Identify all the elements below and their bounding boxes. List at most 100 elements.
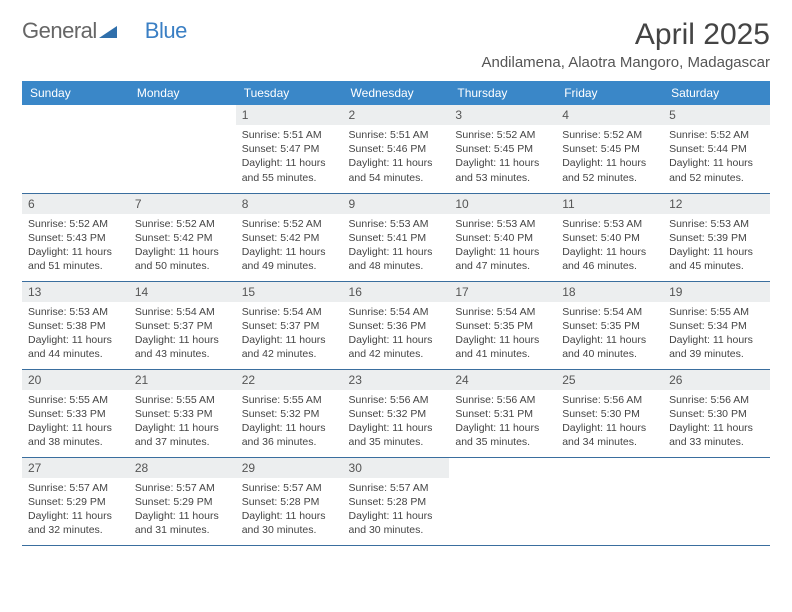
day-number: 11 <box>556 194 663 214</box>
day-number: 26 <box>663 370 770 390</box>
weekday-header: Monday <box>129 81 236 105</box>
day-number: 24 <box>449 370 556 390</box>
day-details: Sunrise: 5:54 AMSunset: 5:35 PMDaylight:… <box>449 302 556 366</box>
day-number: 3 <box>449 105 556 125</box>
day-details: Sunrise: 5:52 AMSunset: 5:44 PMDaylight:… <box>663 125 770 189</box>
day-details: Sunrise: 5:53 AMSunset: 5:40 PMDaylight:… <box>449 214 556 278</box>
day-number: 10 <box>449 194 556 214</box>
day-details: Sunrise: 5:57 AMSunset: 5:29 PMDaylight:… <box>22 478 129 542</box>
day-number: 6 <box>22 194 129 214</box>
day-details: Sunrise: 5:57 AMSunset: 5:29 PMDaylight:… <box>129 478 236 542</box>
calendar-cell: 17Sunrise: 5:54 AMSunset: 5:35 PMDayligh… <box>449 281 556 369</box>
day-number: 15 <box>236 282 343 302</box>
day-details: Sunrise: 5:57 AMSunset: 5:28 PMDaylight:… <box>343 478 450 542</box>
day-number: 19 <box>663 282 770 302</box>
day-number: 5 <box>663 105 770 125</box>
weekday-header: Friday <box>556 81 663 105</box>
calendar-cell: 27Sunrise: 5:57 AMSunset: 5:29 PMDayligh… <box>22 457 129 545</box>
calendar-cell: 4Sunrise: 5:52 AMSunset: 5:45 PMDaylight… <box>556 105 663 193</box>
day-details: Sunrise: 5:53 AMSunset: 5:40 PMDaylight:… <box>556 214 663 278</box>
calendar-cell: 13Sunrise: 5:53 AMSunset: 5:38 PMDayligh… <box>22 281 129 369</box>
calendar-cell <box>449 457 556 545</box>
day-number: 21 <box>129 370 236 390</box>
location-subtitle: Andilamena, Alaotra Mangoro, Madagascar <box>481 54 770 71</box>
day-details: Sunrise: 5:56 AMSunset: 5:30 PMDaylight:… <box>556 390 663 454</box>
day-details: Sunrise: 5:55 AMSunset: 5:34 PMDaylight:… <box>663 302 770 366</box>
day-number: 13 <box>22 282 129 302</box>
calendar-cell <box>663 457 770 545</box>
calendar-cell <box>556 457 663 545</box>
day-number: 8 <box>236 194 343 214</box>
logo: General Blue <box>22 18 187 44</box>
day-details: Sunrise: 5:56 AMSunset: 5:32 PMDaylight:… <box>343 390 450 454</box>
day-number: 14 <box>129 282 236 302</box>
day-number: 25 <box>556 370 663 390</box>
day-number: 1 <box>236 105 343 125</box>
day-details: Sunrise: 5:54 AMSunset: 5:35 PMDaylight:… <box>556 302 663 366</box>
day-details: Sunrise: 5:52 AMSunset: 5:42 PMDaylight:… <box>236 214 343 278</box>
weekday-header: Saturday <box>663 81 770 105</box>
month-title: April 2025 <box>481 18 770 52</box>
calendar-cell: 10Sunrise: 5:53 AMSunset: 5:40 PMDayligh… <box>449 193 556 281</box>
day-details: Sunrise: 5:52 AMSunset: 5:45 PMDaylight:… <box>449 125 556 189</box>
day-number: 29 <box>236 458 343 478</box>
calendar-cell: 11Sunrise: 5:53 AMSunset: 5:40 PMDayligh… <box>556 193 663 281</box>
calendar-cell: 29Sunrise: 5:57 AMSunset: 5:28 PMDayligh… <box>236 457 343 545</box>
day-number: 22 <box>236 370 343 390</box>
calendar-cell: 6Sunrise: 5:52 AMSunset: 5:43 PMDaylight… <box>22 193 129 281</box>
calendar-cell: 8Sunrise: 5:52 AMSunset: 5:42 PMDaylight… <box>236 193 343 281</box>
day-details: Sunrise: 5:52 AMSunset: 5:42 PMDaylight:… <box>129 214 236 278</box>
calendar-cell: 19Sunrise: 5:55 AMSunset: 5:34 PMDayligh… <box>663 281 770 369</box>
day-details: Sunrise: 5:54 AMSunset: 5:37 PMDaylight:… <box>129 302 236 366</box>
calendar-cell: 30Sunrise: 5:57 AMSunset: 5:28 PMDayligh… <box>343 457 450 545</box>
calendar-cell: 25Sunrise: 5:56 AMSunset: 5:30 PMDayligh… <box>556 369 663 457</box>
calendar-cell: 21Sunrise: 5:55 AMSunset: 5:33 PMDayligh… <box>129 369 236 457</box>
day-details: Sunrise: 5:53 AMSunset: 5:38 PMDaylight:… <box>22 302 129 366</box>
day-number: 27 <box>22 458 129 478</box>
calendar-cell: 1Sunrise: 5:51 AMSunset: 5:47 PMDaylight… <box>236 105 343 193</box>
logo-text-1: General <box>22 18 97 44</box>
day-details: Sunrise: 5:53 AMSunset: 5:41 PMDaylight:… <box>343 214 450 278</box>
day-number: 28 <box>129 458 236 478</box>
calendar-cell: 24Sunrise: 5:56 AMSunset: 5:31 PMDayligh… <box>449 369 556 457</box>
weekday-header: Thursday <box>449 81 556 105</box>
calendar-cell: 18Sunrise: 5:54 AMSunset: 5:35 PMDayligh… <box>556 281 663 369</box>
weekday-header: Wednesday <box>343 81 450 105</box>
day-details: Sunrise: 5:55 AMSunset: 5:32 PMDaylight:… <box>236 390 343 454</box>
calendar-cell: 9Sunrise: 5:53 AMSunset: 5:41 PMDaylight… <box>343 193 450 281</box>
day-number: 20 <box>22 370 129 390</box>
calendar-cell: 12Sunrise: 5:53 AMSunset: 5:39 PMDayligh… <box>663 193 770 281</box>
day-details: Sunrise: 5:53 AMSunset: 5:39 PMDaylight:… <box>663 214 770 278</box>
day-number: 4 <box>556 105 663 125</box>
calendar-cell <box>22 105 129 193</box>
day-number: 23 <box>343 370 450 390</box>
day-details: Sunrise: 5:52 AMSunset: 5:43 PMDaylight:… <box>22 214 129 278</box>
day-number: 7 <box>129 194 236 214</box>
calendar-cell: 14Sunrise: 5:54 AMSunset: 5:37 PMDayligh… <box>129 281 236 369</box>
day-details: Sunrise: 5:51 AMSunset: 5:47 PMDaylight:… <box>236 125 343 189</box>
day-details: Sunrise: 5:56 AMSunset: 5:31 PMDaylight:… <box>449 390 556 454</box>
calendar-cell: 3Sunrise: 5:52 AMSunset: 5:45 PMDaylight… <box>449 105 556 193</box>
calendar-table: SundayMondayTuesdayWednesdayThursdayFrid… <box>22 81 770 546</box>
day-details: Sunrise: 5:51 AMSunset: 5:46 PMDaylight:… <box>343 125 450 189</box>
day-details: Sunrise: 5:57 AMSunset: 5:28 PMDaylight:… <box>236 478 343 542</box>
day-number: 30 <box>343 458 450 478</box>
day-details: Sunrise: 5:54 AMSunset: 5:37 PMDaylight:… <box>236 302 343 366</box>
day-details: Sunrise: 5:56 AMSunset: 5:30 PMDaylight:… <box>663 390 770 454</box>
calendar-cell: 2Sunrise: 5:51 AMSunset: 5:46 PMDaylight… <box>343 105 450 193</box>
day-number: 16 <box>343 282 450 302</box>
calendar-cell: 16Sunrise: 5:54 AMSunset: 5:36 PMDayligh… <box>343 281 450 369</box>
calendar-cell: 15Sunrise: 5:54 AMSunset: 5:37 PMDayligh… <box>236 281 343 369</box>
day-details: Sunrise: 5:54 AMSunset: 5:36 PMDaylight:… <box>343 302 450 366</box>
logo-text-2: Blue <box>145 18 187 44</box>
day-details: Sunrise: 5:52 AMSunset: 5:45 PMDaylight:… <box>556 125 663 189</box>
calendar-cell: 7Sunrise: 5:52 AMSunset: 5:42 PMDaylight… <box>129 193 236 281</box>
calendar-cell: 5Sunrise: 5:52 AMSunset: 5:44 PMDaylight… <box>663 105 770 193</box>
weekday-header: Tuesday <box>236 81 343 105</box>
day-details: Sunrise: 5:55 AMSunset: 5:33 PMDaylight:… <box>129 390 236 454</box>
calendar-cell: 20Sunrise: 5:55 AMSunset: 5:33 PMDayligh… <box>22 369 129 457</box>
day-details: Sunrise: 5:55 AMSunset: 5:33 PMDaylight:… <box>22 390 129 454</box>
day-number: 12 <box>663 194 770 214</box>
calendar-cell: 26Sunrise: 5:56 AMSunset: 5:30 PMDayligh… <box>663 369 770 457</box>
calendar-cell: 22Sunrise: 5:55 AMSunset: 5:32 PMDayligh… <box>236 369 343 457</box>
